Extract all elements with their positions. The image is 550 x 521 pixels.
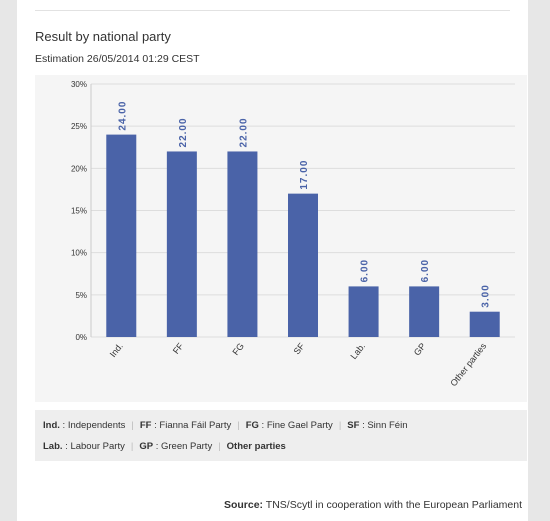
x-tick-label: FG [230, 341, 246, 357]
y-tick-label: 20% [71, 164, 87, 173]
x-tick-label: Other parties [448, 341, 488, 389]
legend-separator: | [130, 441, 134, 452]
x-tick-label: Lab. [348, 341, 367, 361]
data-label: 22.00 [178, 117, 189, 147]
legend-separator: | [131, 420, 134, 431]
y-tick-label: 30% [71, 80, 87, 89]
data-label: 6.00 [360, 259, 371, 282]
y-tick-label: 25% [71, 122, 87, 131]
legend-item-ff: FF : Fianna Fáil Party [139, 420, 232, 431]
data-label: 6.00 [420, 259, 431, 282]
legend-item-other: Other parties [226, 441, 286, 452]
legend-item-ind: Ind. : Independents [43, 420, 126, 431]
x-tick-label: SF [292, 341, 307, 357]
legend-item-lab: Lab. : Labour Party [43, 441, 125, 452]
legend-row: Lab. : Labour Party | GP : Green Party | Oth… [43, 441, 286, 452]
estimation-timestamp: Estimation 26/05/2014 01:29 CEST [35, 53, 200, 65]
party-legend: Ind. : Independents | FF : Fianna Fáil Par… [35, 410, 527, 461]
bar [166, 151, 197, 337]
legend-separator: | [237, 420, 240, 431]
data-label: 17.00 [299, 160, 310, 190]
divider [35, 10, 510, 11]
legend-item-fg: FG : Fine Gael Party [245, 420, 333, 431]
data-label: 3.00 [481, 284, 492, 307]
data-label: 22.00 [238, 117, 249, 147]
y-tick-label: 0% [75, 333, 87, 342]
bar [348, 286, 379, 337]
x-tick-label: GP [412, 341, 428, 357]
bar [227, 151, 258, 337]
chart-title: Result by national party [35, 29, 171, 44]
bar-chart: 0% 5% 10% 15% 20% 25% 30% 24.00 Ind. 22.00 FF 22.00… [71, 80, 515, 389]
bar [469, 311, 500, 337]
legend-item-sf: SF : Sinn Féin [347, 420, 408, 431]
legend-item-gp: GP : Green Party [139, 441, 213, 452]
chart-area: 0% 5% 10% 15% 20% 25% 30% 24.00 Ind. 22.00 FF 22.00… [35, 75, 527, 402]
data-label: 24.00 [117, 101, 128, 131]
bar [288, 193, 318, 337]
y-tick-label: 10% [71, 249, 87, 258]
legend-separator: | [338, 420, 342, 431]
bar [106, 134, 137, 337]
x-tick-label: FF [171, 341, 186, 356]
results-card: Result by national party Estimation 26/0… [17, 0, 528, 521]
y-tick-label: 15% [71, 207, 87, 216]
bar [409, 286, 440, 337]
legend-row: Ind. : Independents | FF : Fianna Fáil Par… [43, 420, 407, 431]
y-tick-label: 5% [75, 291, 87, 300]
source-note: Source: TNS/Scytl in cooperation with th… [223, 499, 522, 511]
x-tick-label: Ind. [108, 341, 125, 359]
legend-separator: | [218, 441, 221, 452]
